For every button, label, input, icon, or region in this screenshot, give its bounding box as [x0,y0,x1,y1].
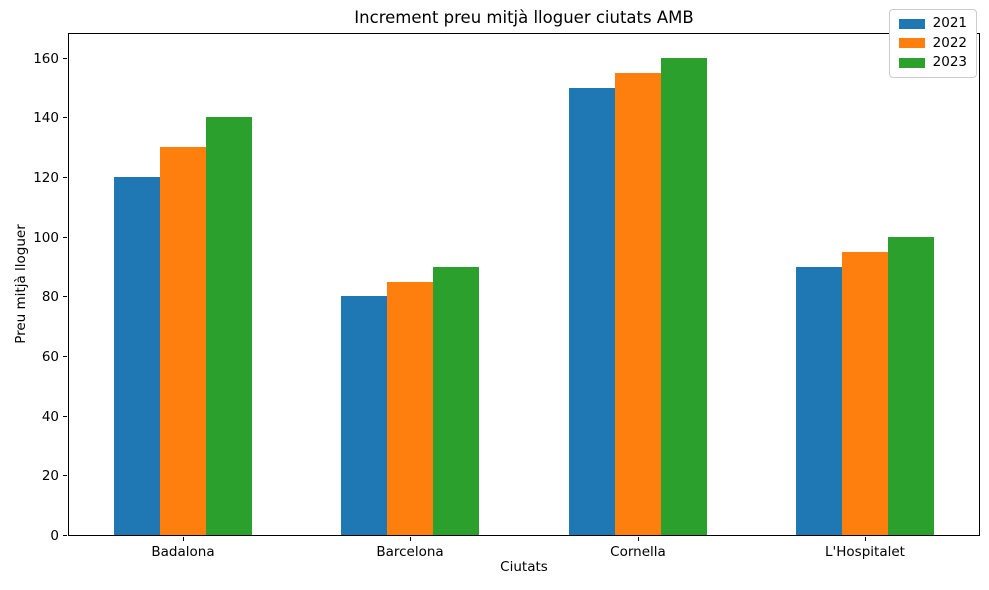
x-tick-mark-badalona [183,537,184,541]
y-tick-mark-120 [63,177,67,178]
legend-item-2021: 2021 [898,15,967,31]
y-tick-label-0: 0 [50,528,59,544]
bar-2021-badalona [114,177,160,535]
bar-2022-badalona [160,147,206,535]
x-tick-mark-l-hospitalet [865,537,866,541]
x-axis-label: Ciutats [500,559,548,575]
legend-swatch-2023 [898,57,925,68]
y-tick-mark-0 [63,535,67,536]
plot-area: 0 20 40 60 80 100 120 140 160 Badalona Barcelona Co… [33,33,980,560]
x-tick-label-l-hospitalet: L'Hospitalet [825,544,905,560]
y-tick-mark-80 [63,296,67,297]
x-tick-mark-cornella [638,537,639,541]
y-tick-mark-20 [63,475,67,476]
y-tick-mark-60 [63,356,67,357]
x-tick-label-badalona: Badalona [151,544,215,560]
y-tick-label-40: 40 [41,409,59,425]
y-tick-label-20: 20 [41,468,59,484]
y-tick-label-60: 60 [41,349,59,365]
bar-2023-barcelona [433,267,479,535]
y-tick-label-140: 140 [33,110,59,126]
bar-2022-barcelona [387,282,433,535]
bar-2023-cornella [661,58,707,535]
bar-2021-l-hospitalet [796,267,842,535]
legend-label-2023: 2023 [932,54,967,70]
y-tick-label-100: 100 [33,230,59,246]
legend-item-2023: 2023 [898,54,967,70]
legend: 2021 2022 2023 [888,9,977,78]
bar-2022-l-hospitalet [842,252,888,535]
x-tick-label-barcelona: Barcelona [376,544,444,560]
legend-label-2021: 2021 [932,15,967,31]
bar-2021-barcelona [341,296,387,535]
legend-label-2022: 2022 [932,34,967,51]
bar-2023-l-hospitalet [888,237,934,535]
legend-item-2022: 2022 [898,34,967,51]
y-tick-label-120: 120 [33,170,59,186]
bar-2021-cornella [569,88,615,535]
legend-swatch-2021 [898,18,925,29]
y-tick-label-160: 160 [33,51,59,67]
bar-2022-cornella [615,73,661,535]
x-tick-mark-barcelona [410,537,411,541]
y-tick-label-80: 80 [41,289,59,305]
y-tick-mark-140 [63,117,67,118]
y-tick-mark-40 [63,416,67,417]
bar-2023-badalona [206,117,252,535]
chart-title: Increment preu mitjà lloguer ciutats AMB [354,8,694,27]
x-tick-label-cornella: Cornella [610,544,666,560]
y-tick-mark-100 [63,237,67,238]
legend-swatch-2022 [898,38,925,49]
y-axis-label: Preu mitjà lloguer [13,224,29,344]
y-tick-mark-160 [63,58,67,59]
